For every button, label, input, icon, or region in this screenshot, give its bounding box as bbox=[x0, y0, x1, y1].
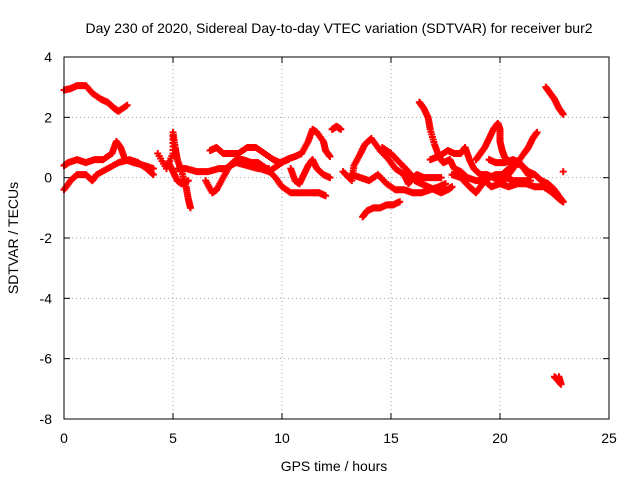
grid bbox=[64, 57, 609, 419]
data-point bbox=[559, 110, 567, 118]
y-tick-label: 4 bbox=[44, 49, 52, 65]
series-arc-23 bbox=[559, 168, 567, 176]
x-tick-label: 20 bbox=[492, 430, 508, 446]
data-point bbox=[322, 192, 330, 200]
data-point bbox=[149, 171, 157, 179]
series-arc-22 bbox=[542, 83, 567, 118]
data-point bbox=[533, 128, 541, 136]
series-arc-3 bbox=[60, 156, 157, 194]
y-tick-label: -6 bbox=[40, 351, 53, 367]
data-point bbox=[184, 177, 192, 185]
data-point bbox=[396, 198, 404, 206]
series-arc-5 bbox=[165, 159, 192, 188]
series-arc-20 bbox=[485, 156, 537, 179]
series-arc-15 bbox=[378, 144, 456, 197]
data-point bbox=[448, 183, 456, 191]
x-axis-label: GPS time / hours bbox=[281, 458, 388, 474]
data-point bbox=[326, 153, 334, 161]
data-point bbox=[529, 171, 537, 179]
x-tick-label: 10 bbox=[274, 430, 290, 446]
series-arc-10 bbox=[287, 156, 334, 188]
x-tick-label: 15 bbox=[383, 430, 399, 446]
series-arc-14 bbox=[359, 198, 404, 221]
data-point bbox=[437, 174, 445, 182]
data-point bbox=[527, 177, 535, 185]
data-point bbox=[555, 373, 563, 381]
series-arc-18 bbox=[448, 159, 567, 206]
x-tick-label: 5 bbox=[169, 430, 177, 446]
series-arc-24 bbox=[551, 373, 565, 388]
data-points bbox=[60, 82, 567, 388]
tick-labels: 0 5 10 15 20 25 -8 -6 -4 -2 0 2 4 bbox=[40, 49, 617, 446]
series-arc-19 bbox=[472, 119, 511, 164]
data-point bbox=[559, 198, 567, 206]
y-tick-label: -2 bbox=[40, 230, 53, 246]
y-tick-label: 0 bbox=[44, 170, 52, 186]
series-arc-11 bbox=[328, 122, 345, 133]
y-tick-label: -8 bbox=[40, 411, 53, 427]
y-tick-label: 2 bbox=[44, 109, 52, 125]
data-point bbox=[442, 180, 449, 188]
x-tick-label: 25 bbox=[601, 430, 617, 446]
data-point bbox=[337, 125, 345, 133]
x-tick-label: 0 bbox=[60, 430, 68, 446]
series-arc-21 bbox=[500, 128, 541, 185]
data-point bbox=[326, 174, 334, 182]
data-point bbox=[123, 101, 131, 109]
data-point bbox=[148, 170, 156, 178]
y-axis-label: SDTVAR / TECUs bbox=[5, 182, 21, 294]
series-arc-9 bbox=[256, 125, 334, 176]
data-point bbox=[186, 204, 194, 212]
y-tick-label: -4 bbox=[40, 290, 53, 306]
data-point bbox=[559, 168, 567, 176]
series-arc-7 bbox=[202, 156, 330, 200]
series-arc-1 bbox=[60, 82, 131, 115]
plot-frame bbox=[63, 56, 610, 420]
chart-title: Day 230 of 2020, Sidereal Day-to-day VTE… bbox=[85, 20, 592, 36]
